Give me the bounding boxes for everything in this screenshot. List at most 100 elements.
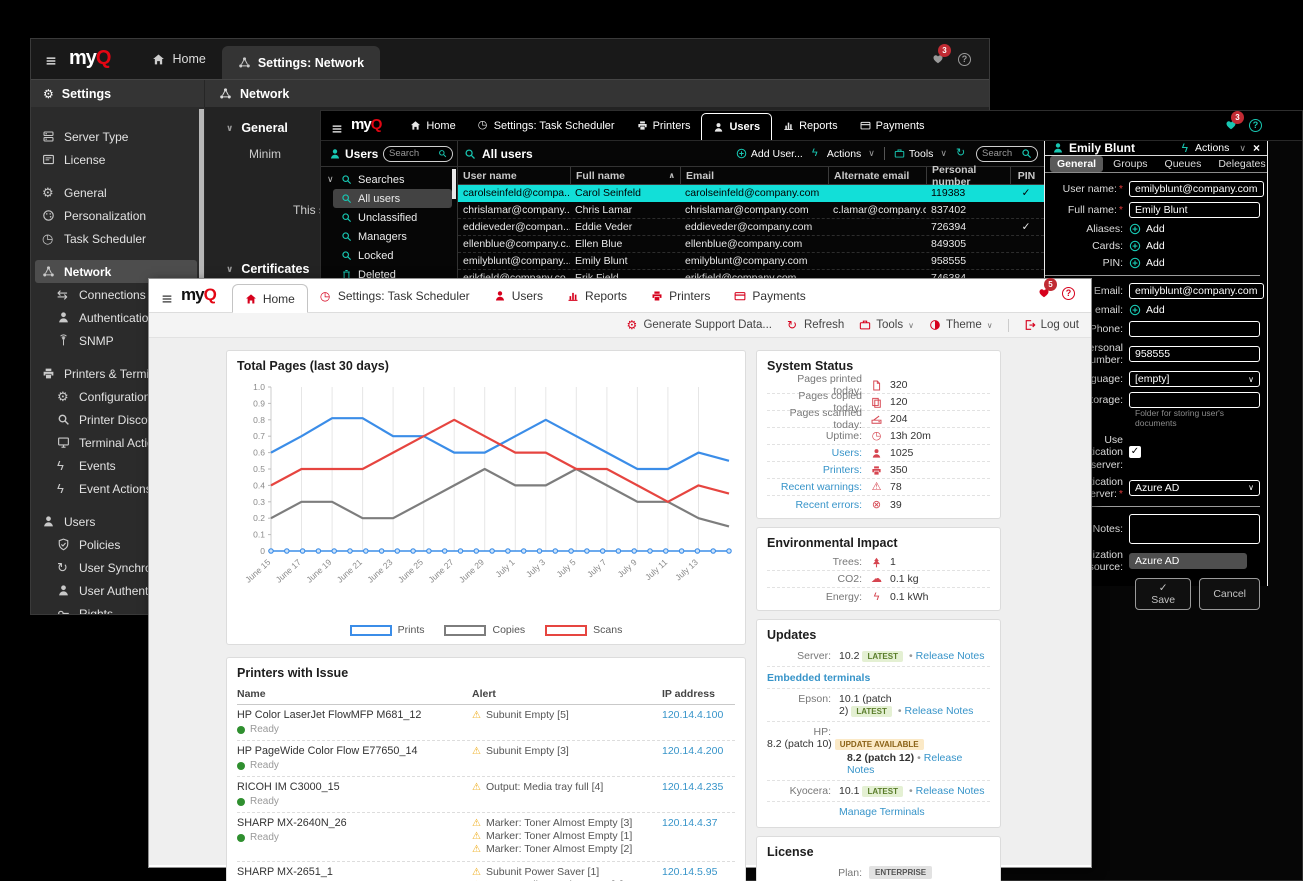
sidebar-item-network[interactable]: Network xyxy=(35,260,197,283)
sidebar-item-server-type[interactable]: Server Type xyxy=(31,125,205,148)
actions-button[interactable]: ϟ Actions ∨ xyxy=(811,147,875,160)
storage-field[interactable] xyxy=(1129,392,1260,409)
sidebar-item-terminal-actions[interactable]: Terminal Actions xyxy=(31,431,205,454)
tab-payments[interactable]: Payments xyxy=(849,111,936,140)
column-header-pin[interactable]: PIN xyxy=(1010,167,1042,184)
sidebar-item-snmp[interactable]: SNMP xyxy=(31,329,205,352)
sidebar-item-policies[interactable]: Policies xyxy=(31,533,205,556)
table-row[interactable]: carolseinfeld@compa... Carol Seinfeld caro… xyxy=(458,185,1044,202)
section-certificates[interactable]: ∨ Certificates xyxy=(226,262,310,276)
close-icon[interactable]: × xyxy=(1252,141,1260,155)
tree-search-input[interactable]: Search xyxy=(383,145,453,162)
language-select[interactable]: [empty] ∨ xyxy=(1129,371,1260,388)
notes-textarea[interactable] xyxy=(1129,513,1260,544)
save-button[interactable]: ✓ Save xyxy=(1135,577,1192,610)
menu-icon[interactable] xyxy=(161,290,173,312)
tab-reports[interactable]: Reports xyxy=(772,111,849,140)
refresh-button[interactable]: ↻ xyxy=(956,148,967,159)
table-row[interactable]: chrislamar@company... Chris Lamar chrislam… xyxy=(458,202,1044,219)
toolbar-theme-button[interactable]: Theme ∨ xyxy=(929,319,993,331)
full-name-field[interactable]: Emily Blunt xyxy=(1129,202,1260,218)
panel-tab-delegates[interactable]: Delegates xyxy=(1218,158,1266,170)
printer-row[interactable]: SHARP MX-2651_1Ready⚠Subunit Power Saver… xyxy=(237,862,735,881)
list-search-input[interactable]: Search xyxy=(976,145,1038,162)
notifications-icon[interactable]: 3 xyxy=(932,44,951,68)
sidebar-item-events[interactable]: ϟ Events xyxy=(57,458,116,473)
printer-ip-link[interactable]: 120.14.4.235 xyxy=(662,781,724,793)
sidebar-item-license[interactable]: License xyxy=(31,148,205,171)
email-field[interactable]: emilyblunt@company.com xyxy=(1129,283,1264,300)
add-pin-button[interactable]: Add xyxy=(1129,257,1165,269)
panel-tab-general[interactable]: General xyxy=(1050,156,1104,172)
table-row[interactable]: emilyblunt@company... Emily Blunt emilyblu… xyxy=(458,253,1044,270)
sidebar-item-general[interactable]: ⚙ General xyxy=(42,185,107,200)
tree-item-all-users[interactable]: All users xyxy=(333,189,452,208)
toolbar-generate-support-data-button[interactable]: ⚙ Generate Support Data... xyxy=(626,318,772,332)
panel-tab-queues[interactable]: Queues xyxy=(1164,158,1202,170)
printer-ip-link[interactable]: 120.14.4.200 xyxy=(662,745,724,757)
tab-settings-task-scheduler[interactable]: ◷ Settings: Task Scheduler xyxy=(319,288,470,303)
sidebar-item-connections[interactable]: ⇆ Connections xyxy=(57,287,146,302)
release-notes-link[interactable]: Release Notes xyxy=(904,705,974,717)
toolbar-refresh-button[interactable]: ↻ Refresh xyxy=(786,318,845,332)
notifications-icon[interactable]: 3 xyxy=(1225,110,1244,135)
tree-item-locked[interactable]: Locked xyxy=(321,246,457,265)
tools-button[interactable]: Tools ∨ xyxy=(894,148,947,160)
printer-row[interactable]: RICOH IM C3000_15 Ready ⚠ Output: Media tra… xyxy=(237,777,735,813)
tab-users[interactable]: Users xyxy=(701,113,773,140)
user-name-field[interactable]: emilyblunt@company.com xyxy=(1129,181,1264,197)
add-card-button[interactable]: Add xyxy=(1129,240,1165,252)
printer-row[interactable]: HP Color LaserJet FlowMFP M681_12 Ready ⚠ S… xyxy=(237,705,735,741)
tree-item-unclassified[interactable]: Unclassified xyxy=(321,208,457,227)
tab-home[interactable]: Home xyxy=(231,284,308,313)
column-header-user-name[interactable]: User name xyxy=(463,169,517,182)
tab-printers[interactable]: Printers xyxy=(639,279,722,312)
manage-terminals-link[interactable]: Manage Terminals xyxy=(839,806,925,818)
tab-settings-network[interactable]: Settings: Network xyxy=(221,46,381,79)
table-row[interactable]: ellenblue@company.c... Ellen Blue ellenblu… xyxy=(458,236,1044,253)
add-alternate-email-button[interactable]: Add xyxy=(1129,304,1165,316)
column-header-full-name[interactable]: Full name ∧ xyxy=(570,167,680,184)
personal-number-field[interactable]: 958555 xyxy=(1129,346,1260,363)
auth-server-select[interactable]: Azure AD ∨ xyxy=(1129,479,1260,496)
release-notes-link[interactable]: Release Notes xyxy=(915,650,985,662)
printer-ip-link[interactable]: 120.14.4.37 xyxy=(662,817,718,829)
help-icon[interactable]: ? xyxy=(1249,119,1262,132)
menu-icon[interactable] xyxy=(331,120,343,140)
help-icon[interactable]: ? xyxy=(958,52,971,66)
phone-field[interactable] xyxy=(1129,321,1260,338)
printer-ip-link[interactable]: 120.14.4.100 xyxy=(662,709,724,721)
sidebar-item-rights[interactable]: Rights xyxy=(31,602,205,614)
sidebar-item-users[interactable]: Users xyxy=(31,510,205,533)
column-header-alternate-email[interactable]: Alternate email xyxy=(828,167,926,184)
tab-home[interactable]: Home xyxy=(136,39,221,79)
notifications-icon[interactable]: 5 xyxy=(1038,278,1057,302)
toolbar-log-out-button[interactable]: Log out xyxy=(1024,319,1079,331)
column-header-email[interactable]: Email xyxy=(680,167,828,184)
sidebar-item-task-scheduler[interactable]: ◷ Task Scheduler xyxy=(42,231,147,246)
tab-payments[interactable]: Payments xyxy=(722,279,817,312)
release-notes-link[interactable]: Release Notes xyxy=(915,785,985,797)
release-notes-link[interactable]: Release Notes xyxy=(847,752,963,776)
tree-scrollbar[interactable] xyxy=(452,169,456,199)
cancel-button[interactable]: Cancel xyxy=(1199,577,1260,610)
tree-item-managers[interactable]: Managers xyxy=(321,227,457,246)
sidebar-item-event-actions[interactable]: ϟ Event Actions xyxy=(57,481,152,496)
tree-item-searches[interactable]: ∨ Searches xyxy=(327,173,405,186)
menu-icon[interactable] xyxy=(45,52,57,79)
tab-users[interactable]: Users xyxy=(482,279,555,312)
printer-ip-link[interactable]: 120.14.5.95 xyxy=(662,866,718,878)
add-user-button[interactable]: Add User... xyxy=(736,148,803,160)
sidebar-item-printer-discovery[interactable]: Printer Discovery xyxy=(31,408,205,431)
toolbar-tools-button[interactable]: Tools ∨ xyxy=(859,319,914,331)
help-icon[interactable]: ? xyxy=(1062,286,1075,300)
tab-printers[interactable]: Printers xyxy=(626,111,702,140)
tab-home[interactable]: Home xyxy=(399,111,466,140)
sidebar-item-personalization[interactable]: Personalization xyxy=(31,204,205,227)
column-header-personal-number[interactable]: Personal number xyxy=(926,164,1010,188)
panel-actions-button[interactable]: Actions xyxy=(1194,142,1230,154)
tab-settings-task-scheduler[interactable]: ◷ Settings: Task Scheduler xyxy=(477,119,615,132)
table-row[interactable]: eddieveder@compan... Eddie Veder eddievede… xyxy=(458,219,1044,236)
section-general[interactable]: ∨ General xyxy=(226,121,288,135)
use-auth-server-checkbox[interactable]: ✓ xyxy=(1129,446,1141,459)
